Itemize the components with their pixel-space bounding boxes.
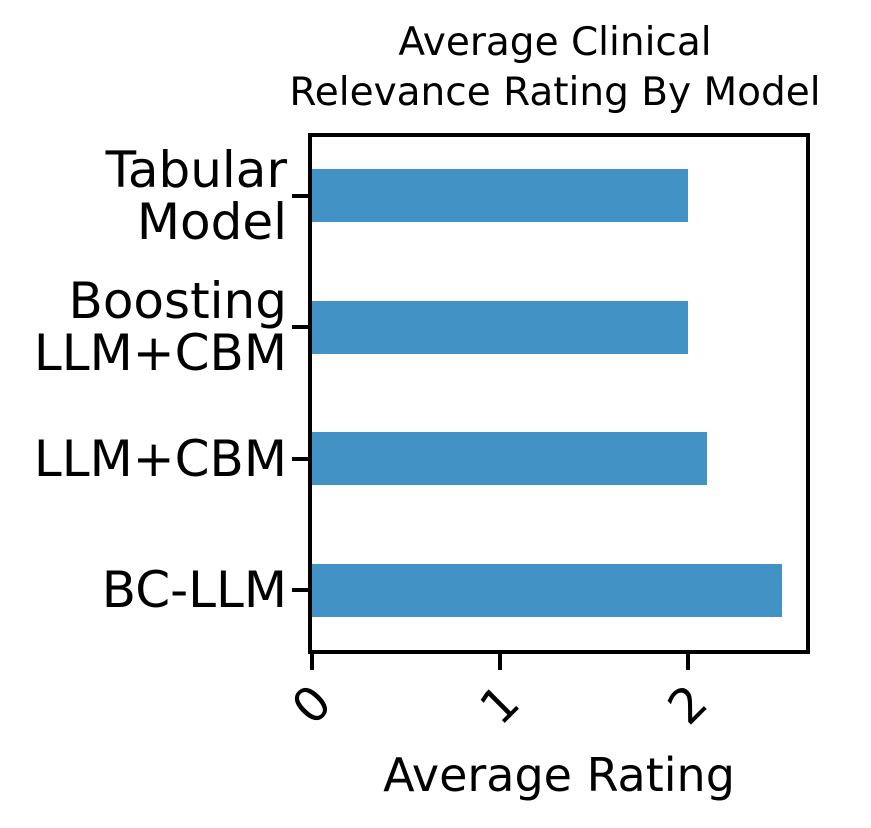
x-tick-label-0: 0	[281, 674, 343, 736]
y-tick-llm-cbm	[292, 456, 308, 461]
x-tick-label-1: 1	[469, 674, 531, 736]
y-axis-label-llm-cbm: LLM+CBM	[33, 429, 287, 488]
x-tick-1	[498, 654, 503, 670]
bar-boosting-llm-cbm	[312, 300, 689, 354]
x-axis-title: Average Rating	[383, 748, 735, 802]
y-tick-bc-llm	[292, 588, 308, 592]
y-axis-label-boosting-llm-cbm: Boosting LLM+CBM	[33, 272, 287, 382]
y-axis-label-tabular-model: Tabular Model	[105, 140, 287, 251]
x-tick-label-2: 2	[657, 674, 719, 736]
chart-title-line-2: Relevance Rating By Model	[289, 70, 821, 115]
plot-area	[308, 133, 810, 654]
bar-tabular-model	[312, 169, 689, 222]
y-tick-boosting-llm-cbm	[292, 325, 308, 329]
y-tick-tabular-model	[292, 193, 308, 198]
chart-title-line-1: Average Clinical	[398, 20, 712, 65]
y-axis-label-bc-llm: BC-LLM	[101, 561, 287, 619]
bar-bc-llm	[312, 563, 783, 617]
bar-llm-cbm	[312, 432, 708, 485]
x-tick-0	[310, 654, 314, 670]
x-tick-2	[686, 654, 691, 670]
chart-title: Average Clinical Relevance Rating By Mod…	[200, 18, 871, 118]
